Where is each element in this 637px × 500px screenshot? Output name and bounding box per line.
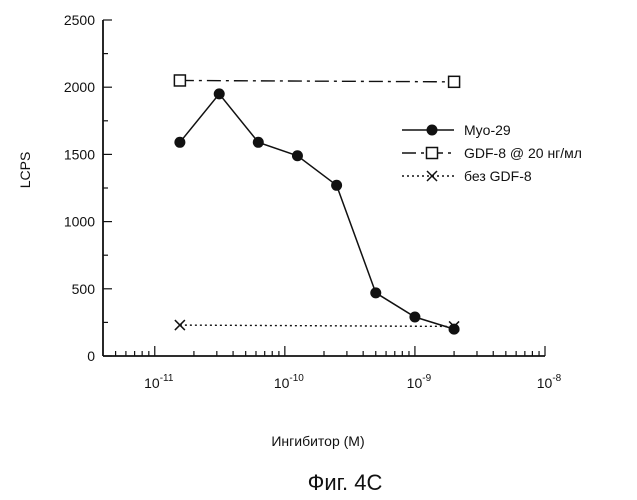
data-point — [292, 150, 303, 161]
x-tick-label: 10-11 — [144, 373, 174, 391]
x-axis-title: Ингибитор (М) — [271, 433, 364, 449]
y-tick-label: 0 — [87, 348, 95, 364]
data-point — [253, 137, 264, 148]
y-tick-label: 500 — [72, 281, 96, 297]
data-point — [175, 320, 185, 330]
series-1 — [174, 75, 459, 87]
data-point — [427, 148, 438, 159]
legend-label: без GDF-8 — [464, 168, 532, 184]
x-tick-label: 10-10 — [274, 373, 304, 391]
y-tick-label: 2000 — [64, 79, 95, 95]
series-line — [180, 94, 454, 329]
legend-label: Myo-29 — [464, 122, 511, 138]
legend-entry: GDF-8 @ 20 нг/мл — [402, 145, 582, 161]
y-tick-label: 1500 — [64, 146, 95, 162]
series-0 — [174, 88, 459, 334]
x-tick-label: 10-8 — [537, 373, 562, 391]
y-axis-title: LCPS — [17, 152, 33, 189]
data-point — [427, 125, 438, 136]
legend: Myo-29 GDF-8 @ 20 нг/мл без GDF-8 — [402, 122, 582, 184]
data-point — [370, 287, 381, 298]
y-tick-label: 2500 — [64, 12, 95, 28]
data-point — [449, 76, 460, 87]
series-line — [180, 325, 454, 326]
data-point — [409, 312, 420, 323]
legend-label: GDF-8 @ 20 нг/мл — [464, 145, 582, 161]
data-point — [331, 180, 342, 191]
y-tick-label: 1000 — [64, 214, 95, 230]
axes: 0 500 1000 1500 2000 2500 10-11 10-10 10-9 10-8 — [64, 12, 562, 391]
data-point — [174, 75, 185, 86]
legend-entry: без GDF-8 — [402, 168, 532, 184]
x-tick-label: 10-9 — [407, 373, 432, 391]
series-line — [180, 80, 454, 81]
data-point — [449, 324, 460, 335]
legend-entry: Myo-29 — [402, 122, 511, 138]
series-layer — [174, 75, 459, 335]
figure-caption: Фиг. 4С — [308, 470, 383, 495]
data-point — [214, 88, 225, 99]
data-point — [174, 137, 185, 148]
